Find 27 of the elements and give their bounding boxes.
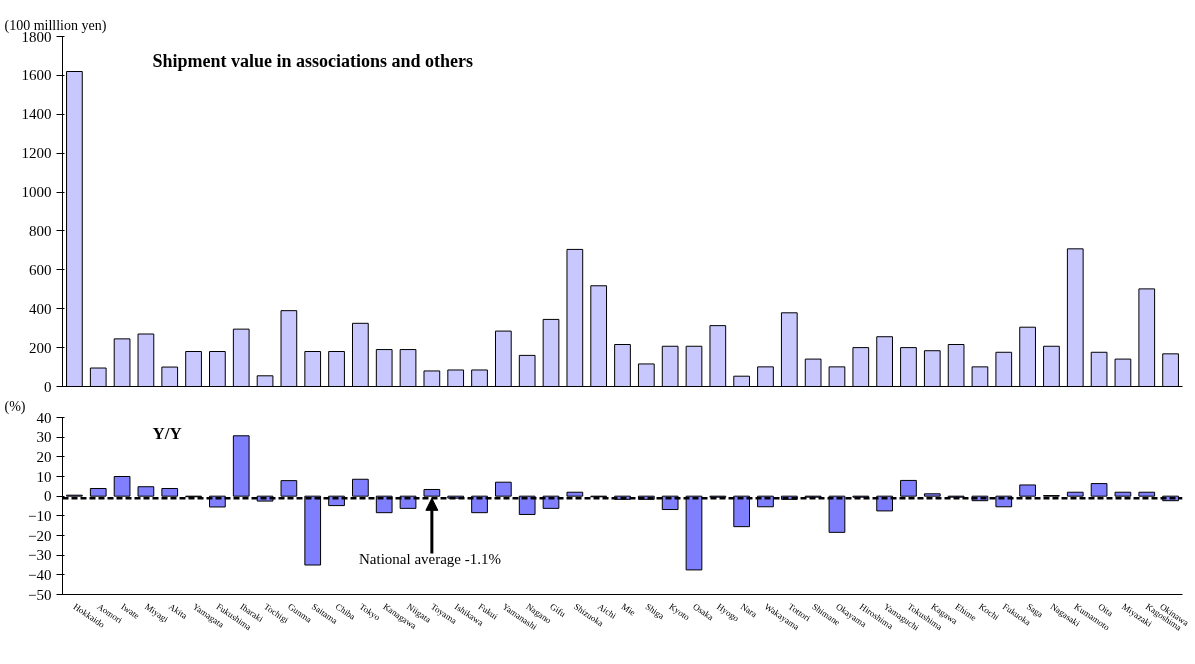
y-tick-label: 200 bbox=[29, 339, 52, 356]
y-tick-label: 10 bbox=[36, 468, 52, 485]
x-tick-label: Shiga bbox=[643, 601, 667, 622]
y-tick-label: −50 bbox=[28, 586, 52, 603]
y-tick-label: −20 bbox=[28, 527, 52, 544]
y-tick-label: 20 bbox=[36, 448, 52, 465]
y-tick-label: −30 bbox=[28, 547, 52, 564]
text: Shipment value in associations and others bbox=[152, 50, 474, 71]
y-tick-label: 1000 bbox=[21, 184, 52, 201]
y-tick-label: 40 bbox=[36, 409, 52, 426]
x-tick-label: Nara bbox=[738, 601, 759, 620]
y-tick-label: 1200 bbox=[21, 145, 52, 162]
y-tick-label: 600 bbox=[29, 261, 52, 278]
y-tick-label: 0 bbox=[44, 488, 52, 505]
x-tick-label: Gifu bbox=[548, 601, 568, 620]
y-tick-label: −10 bbox=[28, 507, 52, 524]
y-tick-label: 0 bbox=[44, 378, 52, 395]
chart-title: Y/Y bbox=[152, 423, 182, 443]
y-tick-label: 1400 bbox=[21, 106, 52, 123]
y-tick-label: −40 bbox=[28, 566, 52, 583]
y-tick-label: 1600 bbox=[21, 67, 52, 84]
annotation: National average -1.1% bbox=[358, 551, 502, 568]
y-tick-label: 400 bbox=[29, 300, 52, 317]
y-tick-label: 800 bbox=[29, 222, 52, 239]
y-tick-label: 30 bbox=[36, 429, 52, 446]
x-tick-label: Mie bbox=[619, 601, 638, 618]
y-axis-title: (%) bbox=[4, 398, 26, 415]
